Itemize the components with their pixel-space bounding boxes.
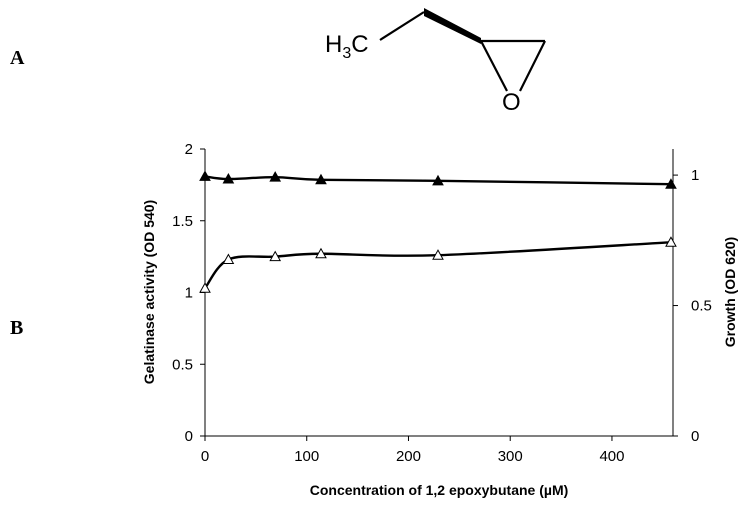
methyl-group-label: H3C (325, 31, 369, 62)
data-point-marker (199, 282, 211, 293)
data-point-marker (199, 170, 211, 181)
ring-bond-left (480, 40, 508, 92)
series-2 (199, 236, 677, 293)
ethyl-bond (379, 11, 425, 41)
y2-tick-label: 0 (691, 428, 699, 445)
x-axis-title: Concentration of 1,2 epoxybutane (µM) (310, 482, 569, 498)
oxygen-atom-label: O (502, 89, 521, 116)
x-tick-label: 200 (396, 448, 421, 465)
data-point-marker (432, 174, 444, 186)
data-point-marker (269, 250, 282, 262)
y2-tick-label: 1 (691, 167, 699, 184)
data-point-marker (222, 253, 235, 264)
wedge-bond (424, 8, 481, 44)
x-tick-label: 300 (498, 448, 523, 465)
y-axis-title: Gelatinase activity (OD 540) (141, 200, 157, 384)
x-tick-label: 100 (294, 448, 319, 465)
data-point-marker (665, 236, 677, 247)
y-tick-label: 1.5 (172, 213, 193, 230)
data-point-marker (315, 173, 327, 185)
chart-series (199, 170, 677, 293)
x-tick-label: 400 (599, 448, 624, 465)
data-point-marker (665, 178, 677, 189)
y-tick-label: 1 (185, 285, 193, 302)
y-tick-label: 0.5 (172, 356, 193, 373)
data-point-marker (432, 249, 444, 260)
chart-axes: 0 0.5 1 1.5 2 0 0.5 1 0 100 200 300 400 (172, 141, 712, 465)
data-point-marker (315, 247, 327, 259)
panel-label-b: B (10, 317, 24, 339)
y2-axis-title: Growth (OD 620) (722, 237, 738, 347)
data-point-marker (269, 171, 282, 182)
ring-bond-right (519, 40, 546, 92)
panel-label-a: A (10, 47, 25, 69)
series-1 (199, 170, 677, 189)
data-point-marker (222, 172, 235, 184)
epoxybutane-structure: H3C O (325, 8, 546, 116)
y2-tick-label: 0.5 (691, 298, 712, 315)
y-tick-label: 2 (185, 141, 193, 158)
y-tick-label: 0 (185, 428, 193, 445)
x-tick-label: 0 (201, 448, 209, 465)
